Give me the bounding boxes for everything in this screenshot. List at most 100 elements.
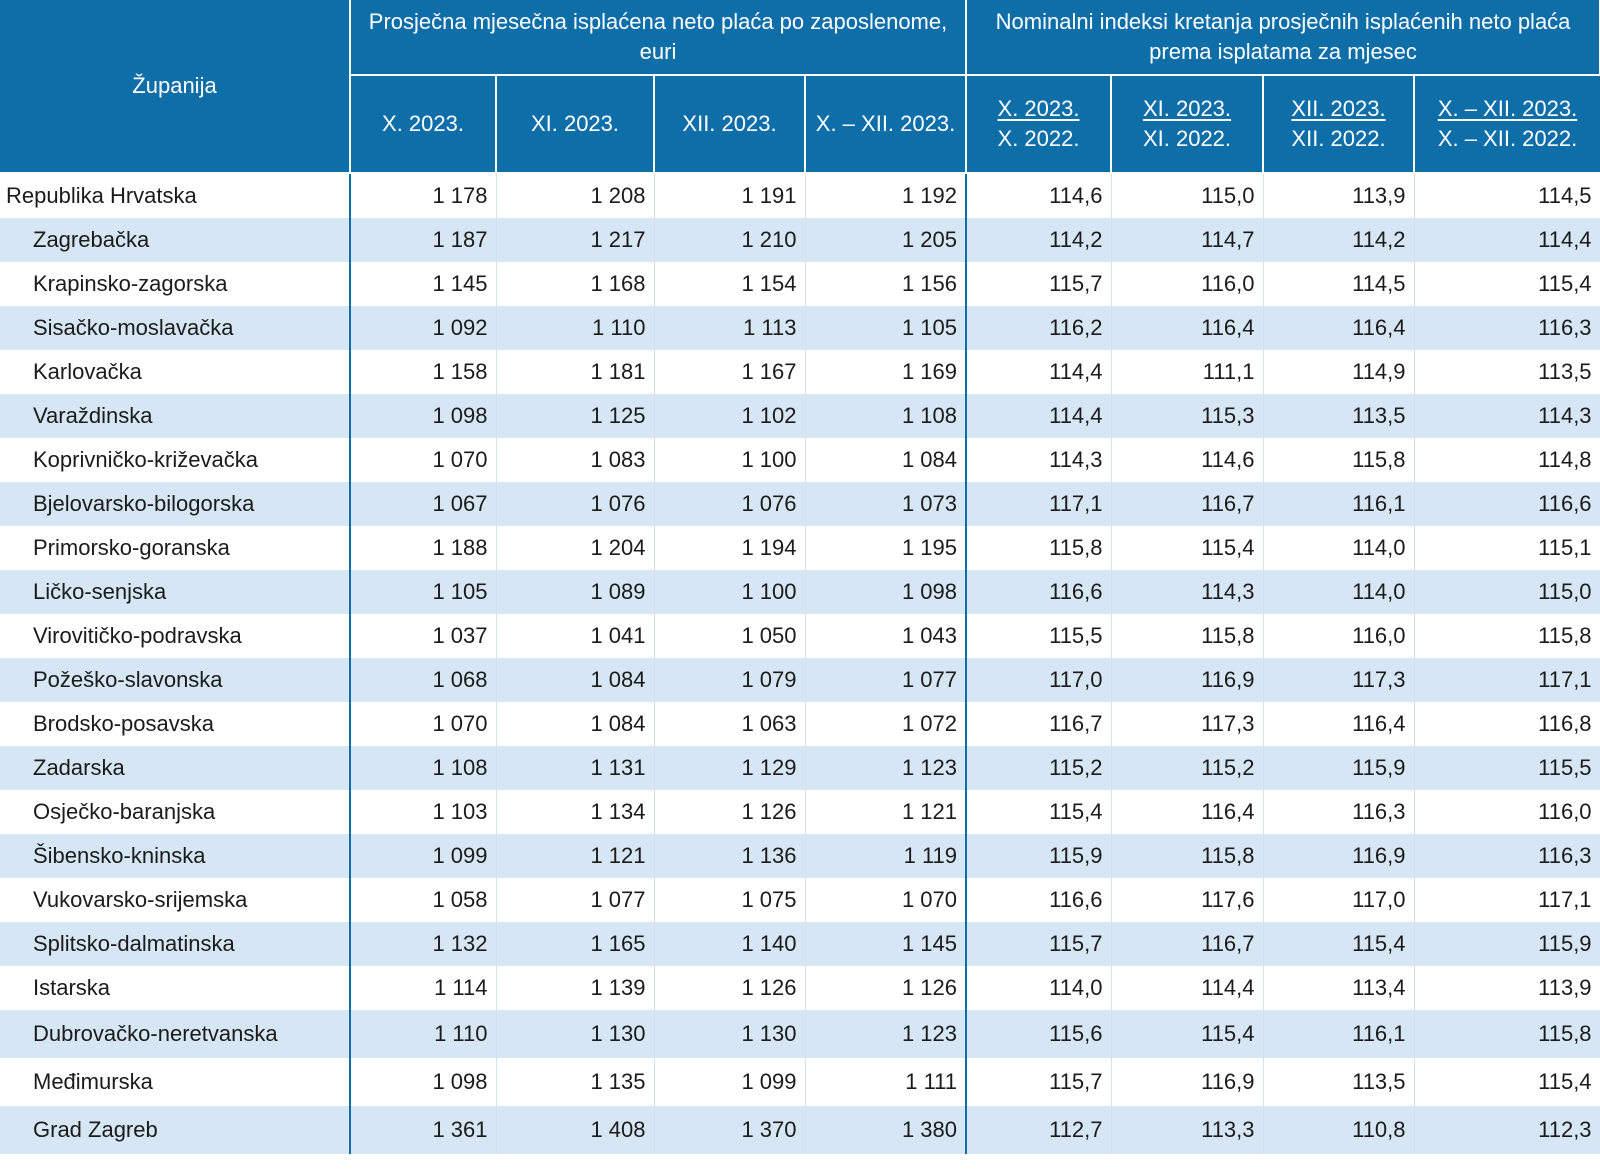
- salary-cell: 1 102: [654, 394, 806, 438]
- table-body: Republika Hrvatska 1 178 1 208 1 191 1 192 11…: [0, 173, 1600, 1154]
- table-row: Zadarska 1 108 1 131 1 129 1 123 115,2 115,2 11…: [0, 746, 1600, 790]
- salary-cell: 1 110: [496, 306, 655, 350]
- index-cell: 114,3: [965, 438, 1112, 482]
- county-name-cell: Dubrovačko-neretvanska: [0, 1010, 351, 1058]
- table-row: Šibensko-kninska 1 099 1 121 1 136 1 119 115,…: [0, 834, 1600, 878]
- salary-cell: 1 167: [654, 350, 806, 394]
- salary-cell: 1 077: [496, 878, 655, 922]
- salary-cell: 1 100: [654, 438, 806, 482]
- index-cell: 115,4: [965, 790, 1112, 834]
- index-cell: 114,0: [965, 966, 1112, 1010]
- index-cell: 116,1: [1263, 1010, 1415, 1058]
- index-cell: 111,1: [1111, 350, 1264, 394]
- salary-cell: 1 408: [496, 1106, 655, 1154]
- index-cell: 116,3: [1414, 834, 1600, 878]
- index-cell: 117,1: [965, 482, 1112, 526]
- table-row: Koprivničko-križevačka 1 070 1 083 1 100 1 0…: [0, 438, 1600, 482]
- index-cell: 115,9: [965, 834, 1112, 878]
- index-cell: 113,4: [1263, 966, 1415, 1010]
- salary-cell: 1 092: [350, 306, 497, 350]
- salary-cell: 1 121: [496, 834, 655, 878]
- salary-cell: 1 121: [805, 790, 967, 834]
- index-cell: 116,0: [1263, 614, 1415, 658]
- county-name-cell: Međimurska: [0, 1058, 351, 1106]
- salary-cell: 1 100: [654, 570, 806, 614]
- index-cell: 116,3: [1414, 306, 1600, 350]
- salary-cell: 1 083: [496, 438, 655, 482]
- index-cell: 116,0: [1414, 790, 1600, 834]
- table-row: Međimurska 1 098 1 135 1 099 1 111 115,7 116,9…: [0, 1058, 1600, 1106]
- index-cell: 117,6: [1111, 878, 1264, 922]
- table-row: Zagrebačka 1 187 1 217 1 210 1 205 114,2 114,7…: [0, 218, 1600, 262]
- salary-cell: 1 070: [350, 702, 497, 746]
- index-cell: 112,7: [965, 1106, 1112, 1154]
- table-row: Varaždinska 1 098 1 125 1 102 1 108 114,4 115,…: [0, 394, 1600, 438]
- index-cell: 115,9: [1263, 746, 1415, 790]
- index-cell: 115,2: [965, 746, 1112, 790]
- salary-cell: 1 135: [496, 1058, 655, 1106]
- index-cell: 117,0: [965, 658, 1112, 702]
- salary-cell: 1 192: [805, 173, 967, 218]
- index-cell: 115,8: [1263, 438, 1415, 482]
- salary-cell: 1 194: [654, 526, 806, 570]
- table-header: Županija Prosječna mjesečna isplaćena ne…: [0, 0, 1600, 174]
- index-col-header-top: X. – XII. 2023.: [1437, 96, 1578, 121]
- index-cell: 116,4: [1263, 702, 1415, 746]
- salary-group-header: Prosječna mjesečna isplaćena neto plaća …: [350, 0, 968, 76]
- salary-cell: 1 123: [805, 1010, 967, 1058]
- salary-cell: 1 217: [496, 218, 655, 262]
- index-col-header-top: XII. 2023.: [1291, 96, 1386, 121]
- salary-cell: 1 154: [654, 262, 806, 306]
- salary-cell: 1 089: [496, 570, 655, 614]
- index-col-header-bottom: XII. 2022.: [1291, 126, 1386, 151]
- index-cell: 116,6: [1414, 482, 1600, 526]
- index-cell: 117,1: [1414, 658, 1600, 702]
- index-cell: 110,8: [1263, 1106, 1415, 1154]
- salary-cell: 1 041: [496, 614, 655, 658]
- index-col-header-bottom: X. 2022.: [997, 126, 1080, 151]
- index-cell: 115,5: [965, 614, 1112, 658]
- index-cell: 117,3: [1111, 702, 1264, 746]
- salary-cell: 1 111: [805, 1058, 967, 1106]
- county-name-cell: Požeško-slavonska: [0, 658, 351, 702]
- salary-cell: 1 098: [350, 1058, 497, 1106]
- index-cell: 114,6: [965, 173, 1112, 218]
- salary-cell: 1 168: [496, 262, 655, 306]
- index-cell: 113,9: [1414, 966, 1600, 1010]
- county-name-cell: Istarska: [0, 966, 351, 1010]
- index-group-header: Nominalni indeksi kretanja prosječnih is…: [966, 0, 1600, 76]
- county-header: Županija: [0, 0, 351, 174]
- index-cell: 116,9: [1111, 1058, 1264, 1106]
- index-cell: 114,9: [1263, 350, 1415, 394]
- salary-cell: 1 037: [350, 614, 497, 658]
- index-col-header-top: X. 2023.: [997, 96, 1080, 121]
- salary-cell: 1 188: [350, 526, 497, 570]
- salary-cell: 1 187: [350, 218, 497, 262]
- index-cell: 112,3: [1414, 1106, 1600, 1154]
- index-cell: 114,4: [1414, 218, 1600, 262]
- salary-cell: 1 145: [350, 262, 497, 306]
- index-col-header-bottom: X. – XII. 2022.: [1437, 126, 1578, 151]
- index-cell: 116,4: [1263, 306, 1415, 350]
- index-cell: 114,6: [1111, 438, 1264, 482]
- index-cell: 116,4: [1111, 306, 1264, 350]
- index-cell: 115,2: [1111, 746, 1264, 790]
- index-cell: 116,7: [1111, 922, 1264, 966]
- index-col-header: XII. 2023. XII. 2022.: [1263, 75, 1416, 174]
- salary-cell: 1 084: [496, 658, 655, 702]
- index-cell: 115,5: [1414, 746, 1600, 790]
- index-cell: 114,0: [1263, 570, 1415, 614]
- salary-cell: 1 108: [805, 394, 967, 438]
- index-col-header-top: XI. 2023.: [1142, 96, 1232, 121]
- index-cell: 115,7: [965, 922, 1112, 966]
- index-cell: 115,0: [1111, 173, 1264, 218]
- index-cell: 114,2: [965, 218, 1112, 262]
- salary-cell: 1 140: [654, 922, 806, 966]
- salary-cell: 1 195: [805, 526, 967, 570]
- county-name-cell: Bjelovarsko-bilogorska: [0, 482, 351, 526]
- index-cell: 114,3: [1111, 570, 1264, 614]
- county-name-cell: Vukovarsko-srijemska: [0, 878, 351, 922]
- table-row: Primorsko-goranska 1 188 1 204 1 194 1 195 11…: [0, 526, 1600, 570]
- index-cell: 116,9: [1263, 834, 1415, 878]
